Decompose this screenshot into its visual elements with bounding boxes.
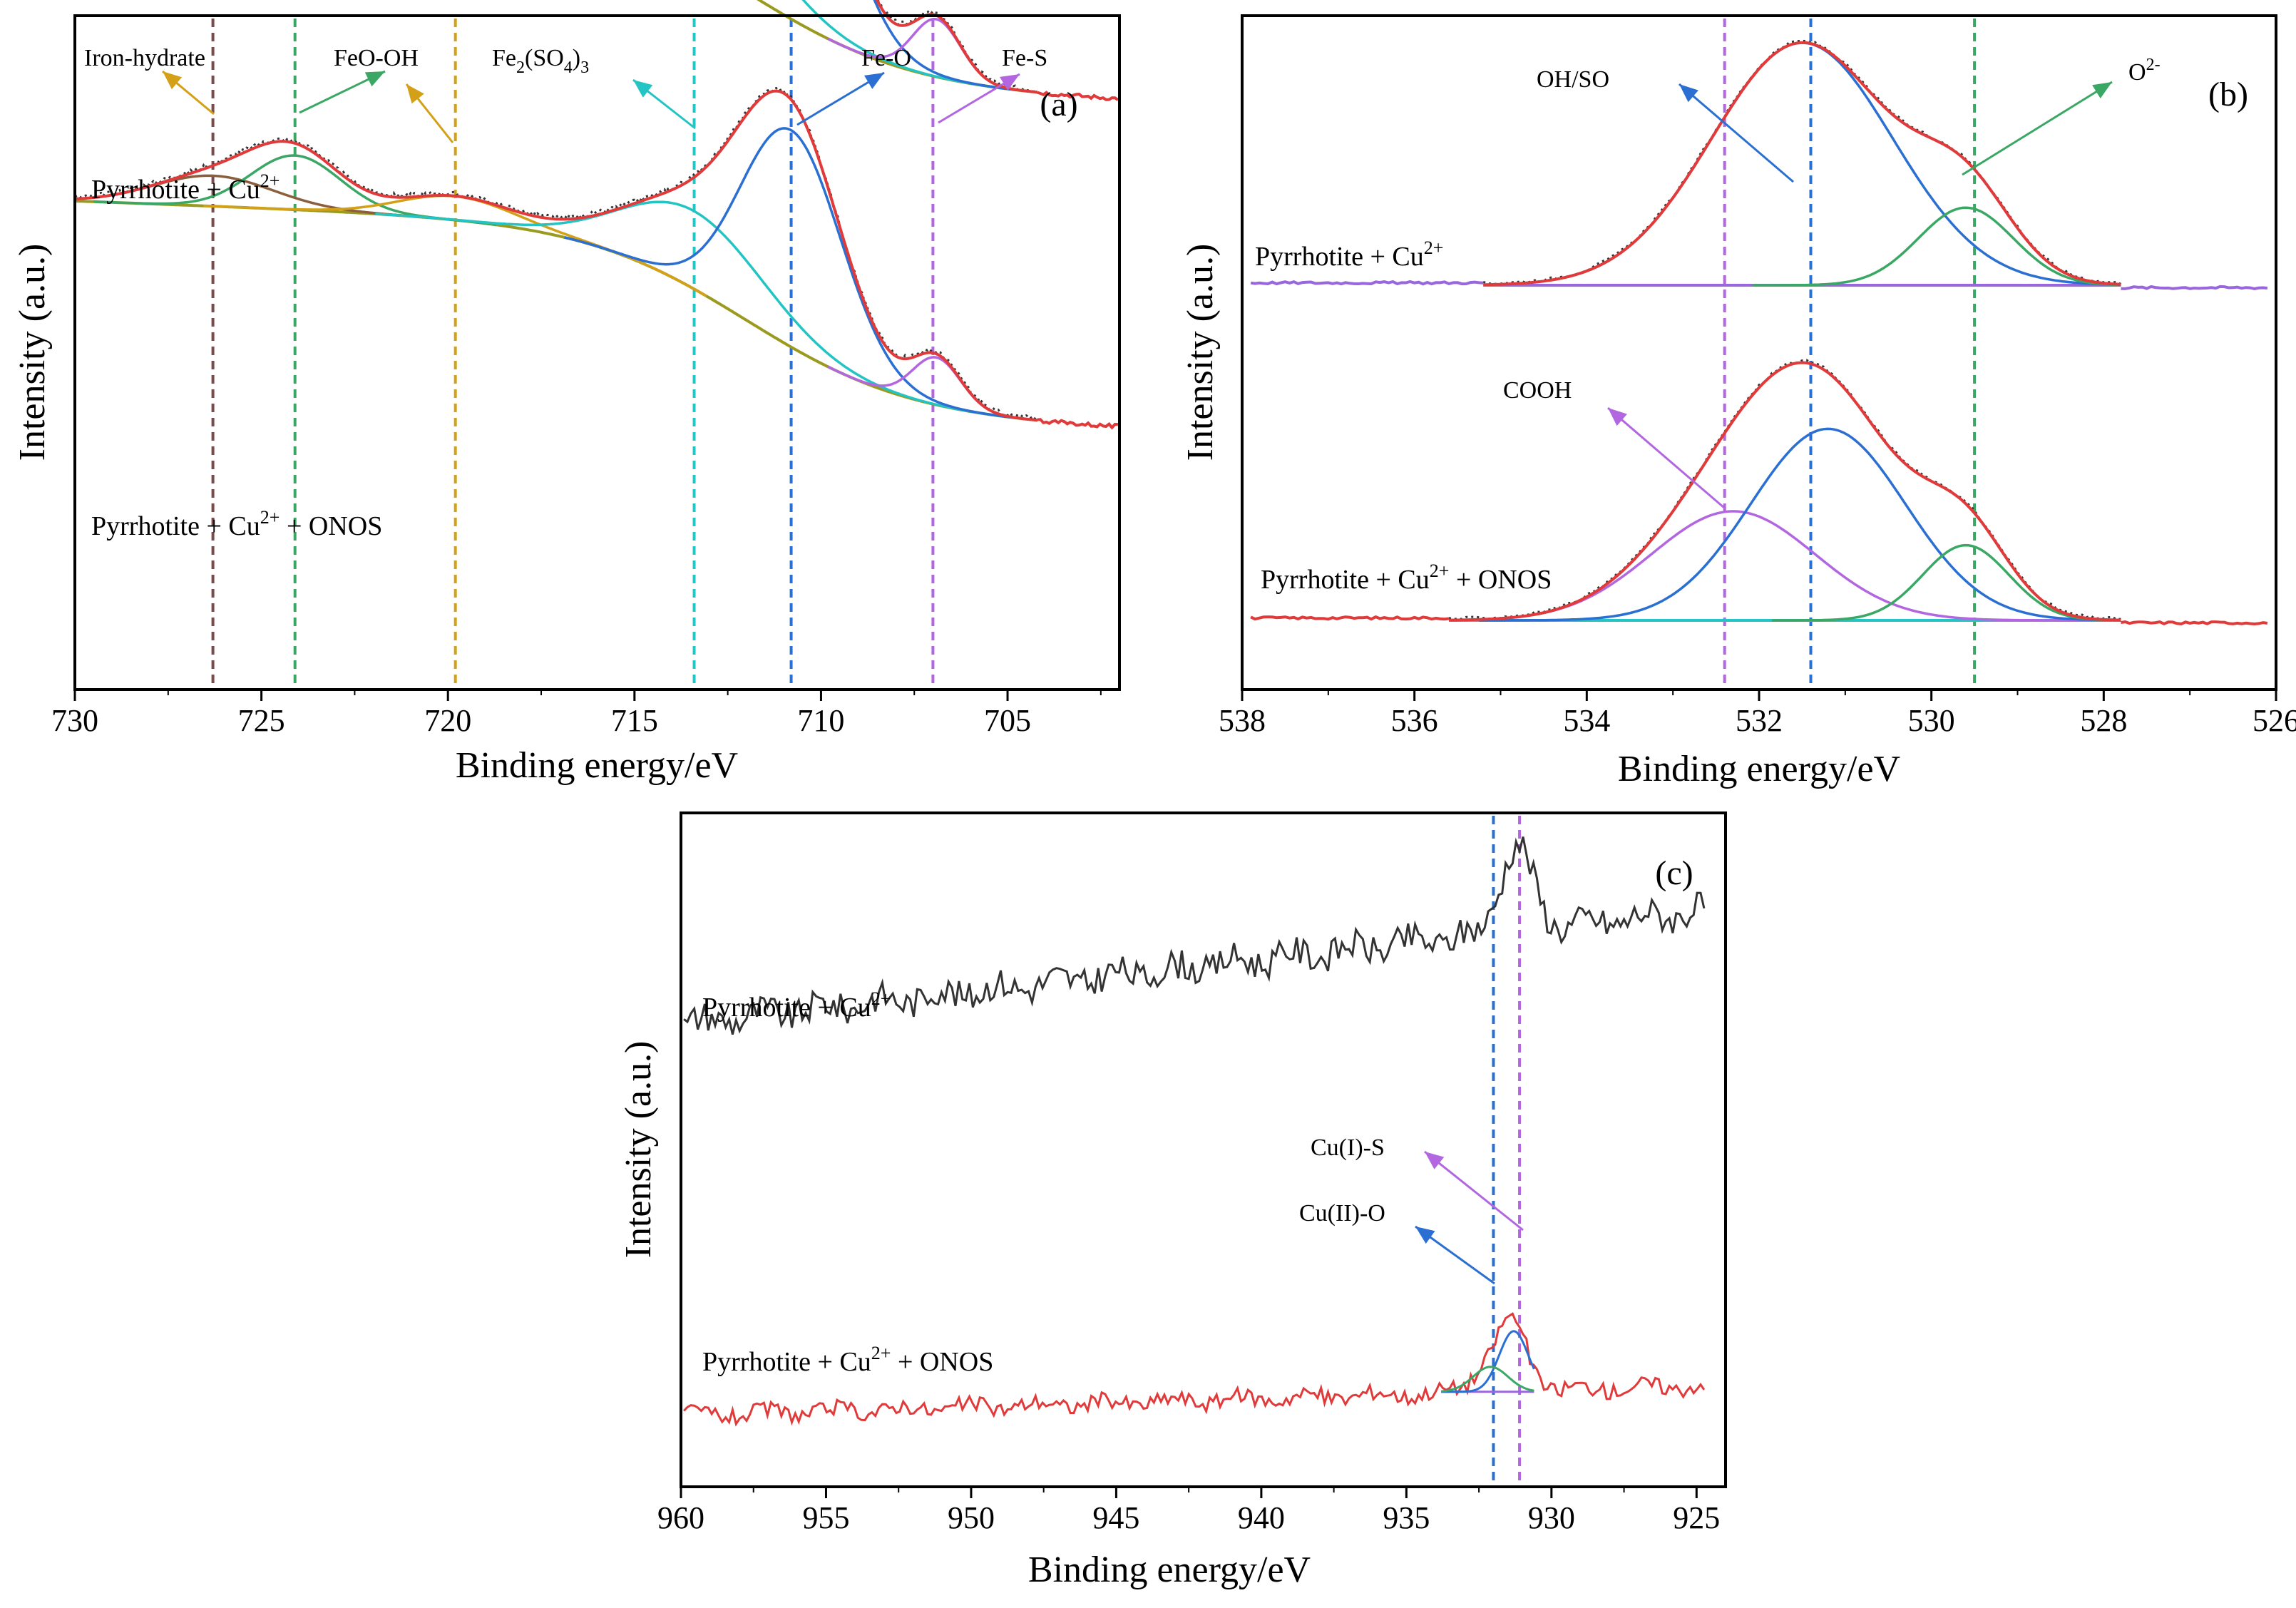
panel-b-tail-left — [1250, 615, 1450, 621]
panel-a-spectrum-2-label: Pyrrhotite + Cu2+ + ONOS — [91, 507, 382, 541]
panel-b-y-axis-label: Intensity (a.u.) — [1180, 244, 1221, 461]
panel-a-raw-data — [74, 86, 1038, 421]
panel-a-tick-label: 715 — [611, 703, 658, 738]
annotation-arrow-head — [406, 84, 424, 104]
panel-b-tail-right — [2121, 620, 2268, 626]
panel-a-fit-component — [564, 127, 1018, 419]
annotation-arrow-head — [1425, 1152, 1445, 1169]
panel-b-tick-label: 534 — [1563, 703, 1610, 738]
annotation-arrow-line — [1962, 81, 2113, 176]
annotation-fe-o: Fe-O — [861, 45, 911, 71]
panel-b-tick-label: 528 — [2080, 703, 2127, 738]
panel-a-spectrum-1-label: Pyrrhotite + Cu2+ — [91, 170, 280, 205]
annotation-cooh: COOH — [1503, 377, 1572, 404]
panel-a-background — [756, 0, 1038, 94]
panel-b-fit-component — [1752, 206, 2118, 287]
panel-b: 538 536 534 532 530 528 526 Binding energy/eV … — [1180, 14, 2296, 789]
panel-b-tail-left — [1250, 280, 1484, 286]
panel-a-plot-area — [74, 0, 1119, 687]
panel-a-tail — [1037, 91, 1119, 101]
annotation-arrow-head — [1000, 74, 1020, 91]
panel-a-tick-label: 725 — [238, 703, 285, 738]
annotation-arrow-head — [364, 71, 385, 87]
panel-b-tick-label: 530 — [1908, 703, 1955, 738]
annotation-arrow-head — [2092, 82, 2112, 98]
panel-b-label: (b) — [2208, 76, 2248, 113]
panel-a-fit-component — [873, 0, 1018, 91]
panel-b-plot-area — [1250, 19, 2268, 687]
panel-c-label: (c) — [1655, 854, 1693, 892]
panel-c-tick-label: 940 — [1238, 1500, 1285, 1535]
panel-a-tick-label: 710 — [797, 703, 844, 738]
panel-a-annotations: Iron-hydrate FeO-OH Fe2(SO4)3 Fe-O Fe-S — [84, 45, 1047, 143]
panel-b-annotations: OH/SO O2- COOH — [1503, 56, 2161, 509]
annotation-fe-s: Fe-S — [1002, 45, 1047, 71]
panel-c-tick-label: 950 — [948, 1500, 995, 1535]
panel-a-label: (a) — [1040, 86, 1077, 123]
panel-c-spectrum-onos — [683, 1312, 1706, 1427]
panel-c-tick-label: 935 — [1383, 1500, 1430, 1535]
panel-c-x-ticks: 960 955 950 945 940 935 930 925 — [657, 1487, 1720, 1535]
annotation-iron-hydrate: Iron-hydrate — [84, 45, 205, 71]
panel-b-tick-label: 532 — [1736, 703, 1783, 738]
panel-c-spectrum-1-label: Pyrrhotite + Cu2+ — [702, 988, 891, 1023]
panel-b-envelope — [1483, 41, 2121, 287]
panel-a-background — [74, 199, 1038, 422]
panel-a-tick-label: 730 — [51, 703, 98, 738]
panel-a-frame — [73, 14, 1121, 691]
panel-c-tick-label: 930 — [1528, 1500, 1575, 1535]
annotation-cu-ii-o: Cu(II)-O — [1299, 1200, 1385, 1227]
panel-b-spectrum-1-label: Pyrrhotite + Cu2+ — [1255, 237, 1443, 272]
panel-b-x-ticks: 538 536 534 532 530 528 526 — [1219, 690, 2296, 738]
panel-b-tick-label: 538 — [1219, 703, 1266, 738]
panel-c-tick-label: 945 — [1092, 1500, 1139, 1535]
panel-c-plot-area — [683, 816, 1706, 1484]
annotation-feo-oh: FeO-OH — [334, 45, 419, 71]
annotation-arrow-line — [1679, 83, 1794, 183]
panel-c-fit-component — [1441, 1366, 1534, 1393]
panel-b-fit-component — [1479, 427, 2121, 622]
annotation-arrow-head — [1415, 1227, 1435, 1244]
annotation-o2: O2- — [2128, 56, 2161, 86]
annotation-arrow-line — [1424, 1150, 1524, 1231]
panel-c-x-axis-label: Binding energy/eV — [1028, 1550, 1311, 1590]
panel-c-tick-label: 925 — [1673, 1500, 1720, 1535]
annotation-oh-so: OH/SO — [1537, 66, 1609, 93]
panel-a-fit-component — [375, 200, 1013, 419]
panel-c-spectrum-raw — [683, 836, 1706, 1035]
panel-c-annotations: Cu(I)-S Cu(II)-O — [1299, 1135, 1524, 1285]
panel-a-envelope — [74, 89, 1038, 422]
annotation-arrow-head — [633, 80, 653, 98]
panel-a-x-ticks: 730 725 720 715 710 705 — [51, 690, 1102, 738]
panel-b-tail-right — [2121, 285, 2268, 290]
panel-b-tick-label: 526 — [2253, 703, 2296, 738]
annotation-fe2so43: Fe2(SO4)3 — [492, 45, 589, 77]
panel-c-tick-label: 960 — [657, 1500, 704, 1535]
panel-a-y-axis-label: Intensity (a.u.) — [12, 244, 53, 461]
annotation-arrow-head — [864, 73, 884, 89]
panel-c-y-axis-label: Intensity (a.u.) — [618, 1041, 659, 1259]
panel-c-frame — [680, 811, 1727, 1488]
panel-a-fit-component — [801, 0, 1013, 91]
annotation-arrow-head — [1679, 84, 1698, 103]
panel-a: 730 725 720 715 710 705 Binding energy/eV Int… — [12, 0, 1121, 786]
annotation-arrow-head — [1608, 408, 1627, 426]
panel-c: 960 955 950 945 940 935 930 925 Binding energy/… — [618, 811, 1727, 1590]
panel-b-fit-component — [1772, 543, 2121, 622]
panel-a-tick-label: 720 — [424, 703, 471, 738]
annotation-arrow-line — [1607, 406, 1725, 509]
panel-c-tick-label: 955 — [802, 1500, 849, 1535]
panel-b-spectrum-2-label: Pyrrhotite + Cu2+ + ONOS — [1261, 560, 1552, 595]
panel-a-tail — [1037, 418, 1119, 430]
panel-a-tick-label: 705 — [984, 703, 1031, 738]
panel-c-fit-component — [1441, 1330, 1535, 1393]
panel-b-x-axis-label: Binding energy/eV — [1618, 749, 1900, 789]
annotation-cu-i-s: Cu(I)-S — [1311, 1135, 1385, 1161]
panel-b-tick-label: 536 — [1391, 703, 1438, 738]
panel-c-spectrum-2-label: Pyrrhotite + Cu2+ + ONOS — [702, 1343, 993, 1377]
panel-a-x-axis-label: Binding energy/eV — [456, 745, 738, 786]
annotation-arrow-head — [163, 71, 182, 90]
panel-b-envelope — [1449, 361, 2121, 622]
